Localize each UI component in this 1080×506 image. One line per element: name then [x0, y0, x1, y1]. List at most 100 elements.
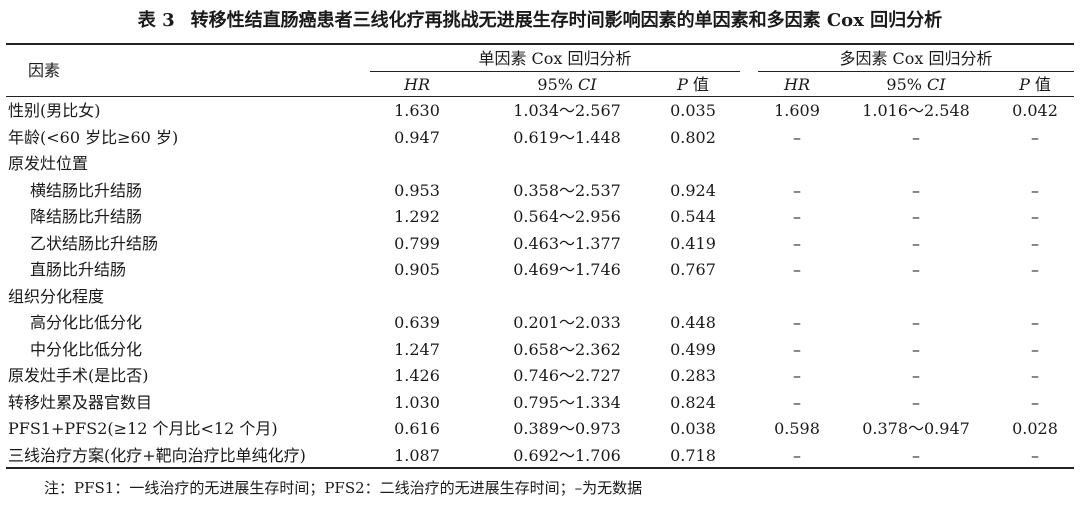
factor-cell: 年龄(<60 岁比≥60 岁): [8, 127, 179, 147]
factor-cell: 乙状结肠比升结肠: [30, 233, 159, 253]
factor-cell: 中分化比低分化: [30, 339, 143, 359]
p-suffix: 值: [1034, 75, 1051, 94]
multivariate-underline: [758, 71, 1074, 72]
uni-hr-cell: 0.947: [394, 127, 440, 147]
multi-hr-cell: –: [793, 313, 801, 332]
multi-p-header: P 值: [1019, 75, 1051, 95]
uni-hr-cell: 0.799: [394, 233, 440, 253]
factor-cell: PFS1+PFS2(≥12 个月比<12 个月): [8, 419, 278, 438]
uni-p-cell: 0.824: [670, 392, 716, 412]
uni-hr-cell: 0.639: [394, 313, 440, 332]
multi-hr-cell: –: [793, 260, 801, 279]
multi-hr-header: HR: [784, 75, 810, 94]
multi-hr-cell: –: [793, 445, 801, 465]
multi-hr-cell: –: [793, 339, 801, 359]
table-caption: 转移性结直肠癌患者三线化疗再挑战无进展生存时间影响因素的单因素和多因素 Cox …: [190, 10, 943, 31]
uni-hr-cell: 0.905: [394, 260, 440, 279]
ci-label: CI: [927, 75, 946, 94]
top-rule: [6, 43, 1074, 45]
table-title: 表 3 转移性结直肠癌患者三线化疗再挑战无进展生存时间影响因素的单因素和多因素 C…: [0, 6, 1080, 32]
uni-hr-cell: 1.426: [394, 366, 440, 385]
univariate-header: 单因素 Cox 回归分析: [478, 49, 632, 68]
uni-p-cell: 0.499: [670, 339, 716, 359]
multi-p-cell: 0.042: [1012, 101, 1058, 120]
ci-label: CI: [578, 75, 597, 94]
uni-p-cell: 0.448: [670, 313, 716, 332]
uni-p-cell: 0.924: [670, 180, 716, 200]
factor-cell: 性别(男比女): [8, 101, 101, 120]
multi-p-cell: –: [1031, 207, 1039, 226]
p-label: P: [1019, 75, 1030, 94]
multi-ci-header: 95% CI: [886, 75, 945, 95]
multi-hr-cell: –: [793, 233, 801, 253]
uni-ci-cell: 0.564～2.956: [513, 207, 621, 226]
uni-hr-header: HR: [404, 75, 430, 94]
factor-cell: 组织分化程度: [8, 286, 105, 306]
multi-p-cell: –: [1031, 392, 1039, 412]
multi-ci-cell: –: [912, 392, 920, 412]
uni-ci-cell: 0.692～1.706: [513, 445, 621, 465]
factor-cell: 原发灶手术(是比否): [8, 366, 149, 385]
multi-p-cell: –: [1031, 339, 1039, 359]
p-label: P: [677, 75, 688, 94]
multi-hr-cell: –: [793, 127, 801, 147]
multi-ci-cell: –: [912, 180, 920, 200]
multi-ci-cell: –: [912, 260, 920, 279]
uni-hr-cell: 1.247: [394, 339, 440, 359]
uni-ci-cell: 0.389～0.973: [513, 419, 621, 438]
multi-ci-cell: –: [912, 233, 920, 253]
factor-cell: 原发灶位置: [8, 154, 89, 173]
multi-hr-cell: –: [793, 392, 801, 412]
uni-hr-cell: 1.292: [394, 207, 440, 226]
multi-p-cell: 0.028: [1012, 419, 1058, 438]
uni-ci-cell: 0.358～2.537: [513, 180, 621, 200]
uni-hr-cell: 0.953: [394, 180, 440, 200]
uni-ci-cell: 0.658～2.362: [513, 339, 621, 359]
multi-ci-cell: –: [912, 339, 920, 359]
multi-ci-cell: –: [912, 366, 920, 385]
table-number: 表 3: [137, 10, 175, 31]
bottom-rule: [6, 467, 1074, 469]
uni-p-cell: 0.767: [670, 260, 716, 279]
multi-ci-cell: 1.016～2.548: [862, 101, 970, 120]
uni-ci-cell: 0.619～1.448: [513, 127, 621, 147]
factor-cell: 直肠比升结肠: [30, 260, 127, 279]
factor-cell: 降结肠比升结肠: [30, 207, 143, 226]
multi-p-cell: –: [1031, 127, 1039, 147]
factor-header: 因素: [28, 61, 61, 80]
uni-ci-cell: 0.201～2.033: [513, 313, 621, 332]
uni-ci-cell: 1.034～2.567: [513, 101, 621, 120]
factor-cell: 转移灶累及器官数目: [8, 392, 153, 412]
multi-p-cell: –: [1031, 233, 1039, 253]
univariate-underline: [370, 71, 740, 72]
ci-percent: 95%: [537, 75, 573, 94]
multi-hr-cell: –: [793, 366, 801, 385]
header-rule: [6, 96, 1074, 97]
uni-hr-cell: 1.630: [394, 101, 440, 120]
uni-p-cell: 0.802: [670, 127, 716, 147]
multi-hr-cell: –: [793, 180, 801, 200]
multi-ci-cell: –: [912, 313, 920, 332]
uni-p-header: P 值: [677, 75, 709, 95]
p-suffix: 值: [692, 75, 709, 94]
uni-ci-cell: 0.469～1.746: [513, 260, 621, 279]
uni-p-cell: 0.544: [670, 207, 716, 226]
multi-p-cell: –: [1031, 260, 1039, 279]
uni-ci-cell: 0.795～1.334: [513, 392, 621, 412]
multi-p-cell: –: [1031, 366, 1039, 385]
multi-ci-cell: –: [912, 207, 920, 226]
multi-p-cell: –: [1031, 180, 1039, 200]
multivariate-header: 多因素 Cox 回归分析: [839, 49, 993, 68]
multi-ci-cell: –: [912, 127, 920, 147]
uni-hr-cell: 1.030: [394, 392, 440, 412]
multi-hr-cell: 0.598: [774, 419, 820, 438]
factor-cell: 三线治疗方案(化疗+靶向治疗比单纯化疗): [8, 445, 306, 465]
multi-hr-cell: –: [793, 207, 801, 226]
uni-p-cell: 0.035: [670, 101, 716, 120]
factor-cell: 高分化比低分化: [30, 313, 143, 332]
ci-percent: 95%: [886, 75, 922, 94]
uni-ci-cell: 0.463～1.377: [513, 233, 621, 253]
multi-ci-cell: 0.378～0.947: [862, 419, 970, 438]
uni-ci-header: 95% CI: [537, 75, 596, 95]
uni-p-cell: 0.419: [670, 233, 716, 253]
